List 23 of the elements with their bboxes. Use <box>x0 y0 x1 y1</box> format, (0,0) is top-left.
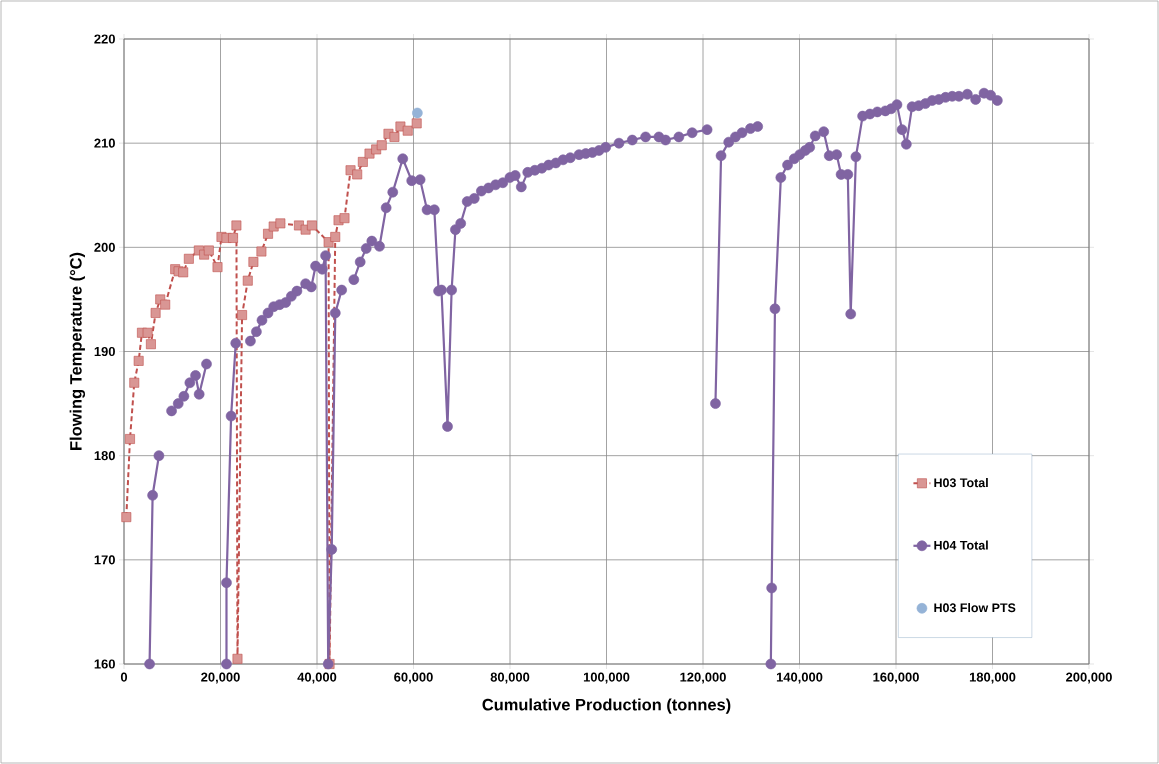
y-tick-label: 160 <box>94 659 115 669</box>
y-tick-label: 190 <box>94 346 115 357</box>
y-tick-label: 170 <box>94 555 115 565</box>
legend-label: H03 Flow PTS <box>934 603 1016 613</box>
x-tick-label: 20,000 <box>201 672 240 684</box>
x-tick-label: 180,000 <box>969 672 1016 684</box>
x-tick-label: 60,000 <box>394 672 433 684</box>
x-tick-label: 80,000 <box>490 672 530 684</box>
y-tick-label: 180 <box>94 451 115 461</box>
x-axis-title: Cumulative Production (tonnes) <box>482 698 731 714</box>
y-tick-label: 200 <box>94 242 115 252</box>
legend-label: H03 Total <box>934 478 988 488</box>
legend-label: H04 Total <box>934 540 988 550</box>
x-tick-label: 200,000 <box>1066 672 1112 684</box>
x-tick-label: 40,000 <box>297 672 337 684</box>
y-tick-label: 220 <box>94 34 115 44</box>
x-tick-label: 160,000 <box>873 672 919 684</box>
x-tick-label: 140,000 <box>776 672 823 684</box>
y-axis-title: Flowing Temperature (°C) <box>69 252 86 450</box>
x-tick-label: 120,000 <box>680 672 726 684</box>
x-tick-label: 0 <box>120 672 128 682</box>
x-tick-label: 100,000 <box>583 672 630 684</box>
y-tick-label: 210 <box>94 138 115 148</box>
